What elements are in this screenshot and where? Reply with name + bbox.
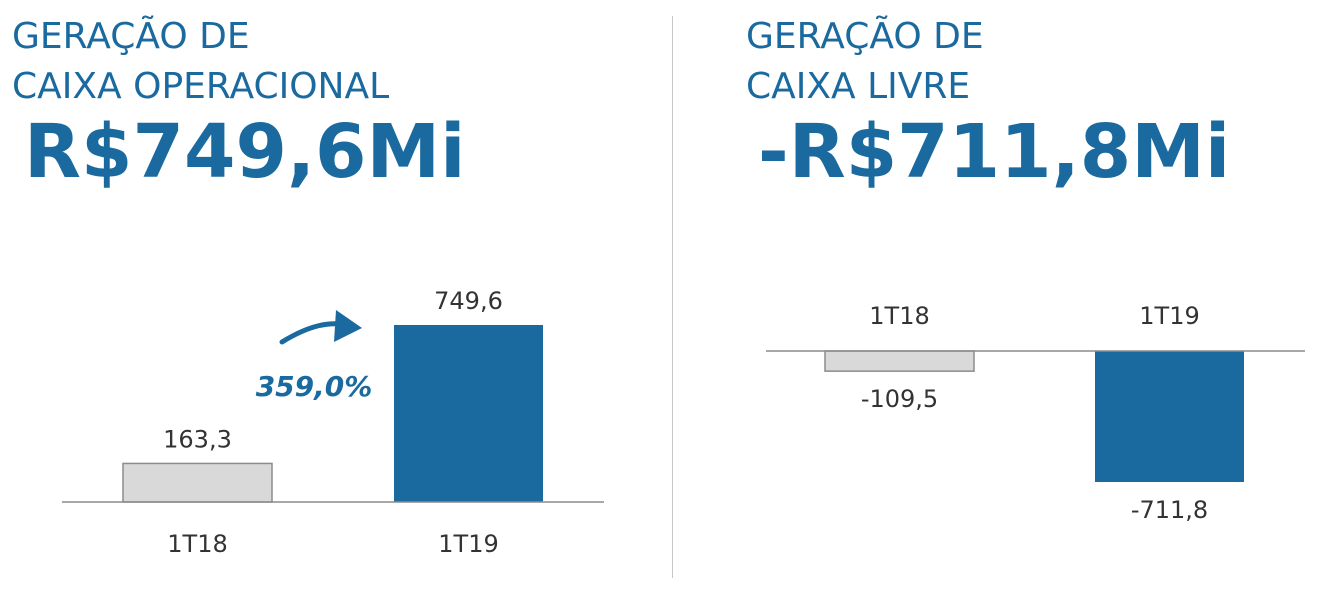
free-cash-headline: -R$711,8Mi [758, 109, 1231, 195]
free-cash-chart: -109,5 1T18 -711,8 1T19 [766, 302, 1305, 524]
operating-cash-chart: 163,3 1T18 749,6 1T19 [62, 287, 604, 558]
panel-divider [672, 16, 673, 578]
operating-cash-value-label-1t19: 749,6 [434, 287, 503, 315]
growth-percentage: 359,0% [256, 370, 373, 403]
operating-cash-bar-1t18 [122, 462, 273, 503]
operating-cash-title-line2: CAIXA OPERACIONAL [12, 66, 390, 107]
free-cash-panel: GERAÇÃO DE CAIXA LIVRE -R$711,8Mi [690, 0, 1324, 596]
operating-cash-category-label-1t18: 1T18 [167, 530, 227, 558]
operating-cash-value-label-1t18: 163,3 [163, 425, 232, 453]
operating-cash-bar-1t19 [394, 325, 543, 502]
free-cash-category-label-1t18: 1T18 [869, 302, 929, 330]
operating-cash-headline: R$749,6Mi [24, 109, 466, 195]
operating-cash-title-line1: GERAÇÃO DE [12, 16, 250, 57]
free-cash-category-label-1t19: 1T19 [1139, 302, 1199, 330]
free-cash-value-label-1t19: -711,8 [1131, 496, 1208, 524]
operating-cash-panel: GERAÇÃO DE CAIXA OPERACIONAL R$749,6Mi [0, 0, 660, 596]
free-cash-bar-1t18 [824, 350, 975, 372]
free-cash-title-line1: GERAÇÃO DE [746, 16, 984, 57]
free-cash-value-label-1t18: -109,5 [861, 385, 938, 413]
curved-arrow-icon [279, 310, 362, 345]
operating-cash-category-label-1t19: 1T19 [438, 530, 498, 558]
free-cash-bar-1t19 [1095, 351, 1244, 482]
free-cash-title-line2: CAIXA LIVRE [746, 66, 971, 107]
